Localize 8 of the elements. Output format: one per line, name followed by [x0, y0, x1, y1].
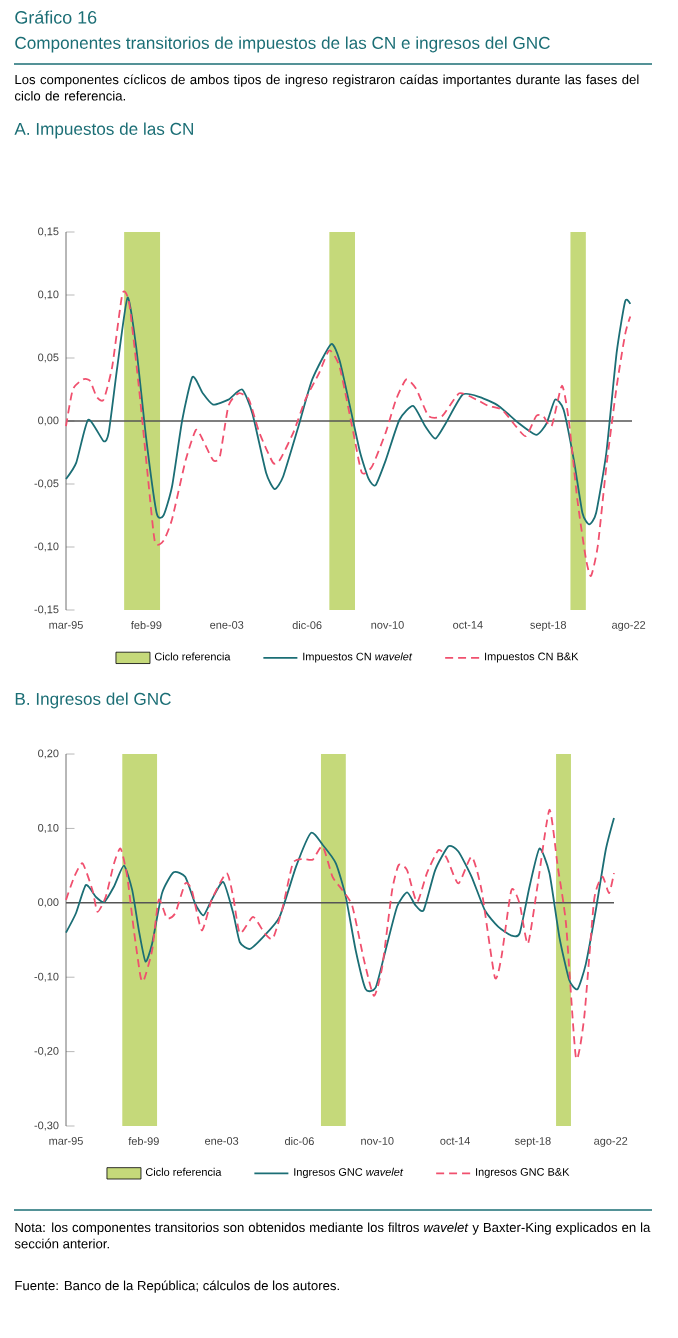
chart-title: A. Impuestos de las CN — [14, 122, 193, 139]
text: Componentes transitorios de impuestos de las CN e ingresos del GNC — [15, 36, 550, 53]
line-series — [65, 817, 615, 992]
line-series — [65, 808, 615, 1059]
line-series — [65, 296, 632, 526]
text: Gráfico 16 — [15, 10, 97, 24]
line-series — [65, 291, 632, 577]
chart-title: B. Ingresos del GNC — [15, 692, 171, 709]
